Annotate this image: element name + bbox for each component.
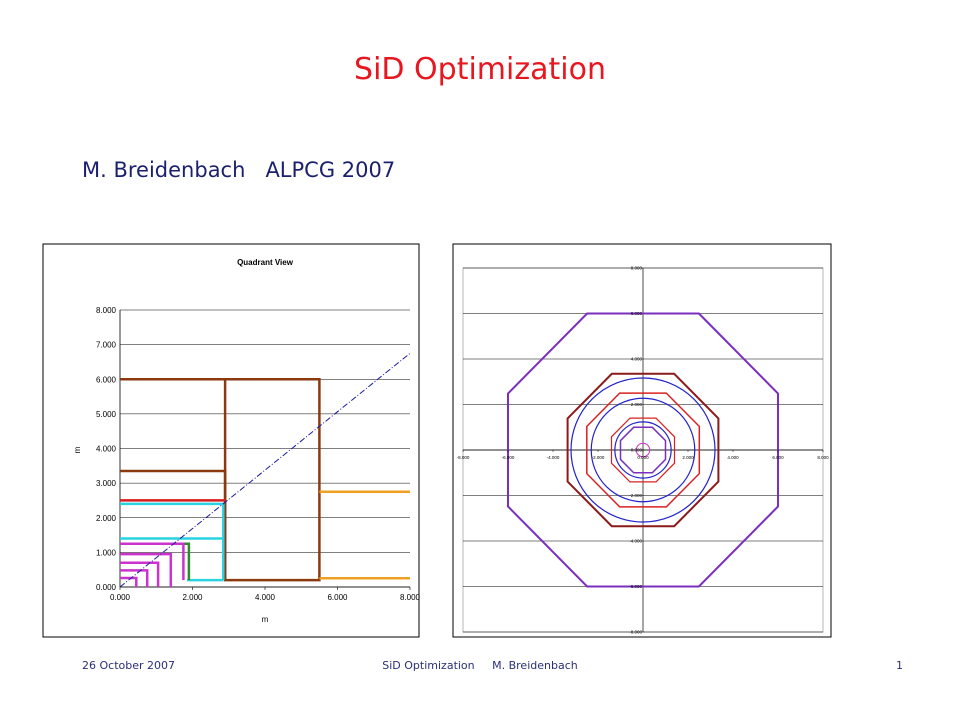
- quadrant-chart-frame: [42, 243, 420, 638]
- page-number: 1: [896, 659, 903, 672]
- x-tick-label: -2.000: [592, 455, 605, 460]
- series-line: [120, 569, 149, 587]
- octagon-shape: [507, 312, 779, 588]
- y-tick-label: 1.000: [96, 548, 117, 557]
- y-tick-label: 4.000: [96, 445, 117, 454]
- series-line: [120, 469, 227, 581]
- x-tick-label: -8.000: [457, 455, 470, 460]
- y-tick-label: 0.000: [96, 583, 117, 592]
- chart-title: Quadrant View: [237, 258, 294, 267]
- octagon-chart: -8.000 -6.000 -4.000 -2.000 0.000 2.000 4.000 6…: [457, 266, 830, 635]
- x-tick-label: 0.000: [637, 455, 649, 460]
- x-tick-label: 0.000: [110, 593, 131, 602]
- y-tick-label: -4.000: [629, 539, 642, 544]
- y-tick-label: 3.000: [96, 479, 117, 488]
- octagon-chart-frame: [452, 243, 832, 638]
- slide-subtitle: M. Breidenbach ALPCG 2007: [82, 158, 396, 182]
- y-tick-label: 4.000: [631, 357, 643, 362]
- y-tick-label: 2.000: [631, 402, 643, 407]
- series-line: [120, 561, 160, 587]
- y-tick-label: 6.000: [96, 375, 117, 384]
- octagon-shape: [619, 426, 667, 474]
- series-line: [119, 352, 411, 588]
- octagon-shape: [566, 372, 720, 528]
- slide-title: SiD Optimization: [354, 52, 606, 87]
- x-tick-label: 8.000: [400, 593, 421, 602]
- x-tick-label: 2.000: [182, 593, 203, 602]
- footer-date: 26 October 2007: [82, 659, 176, 672]
- y-tick-label: 7.000: [96, 341, 117, 350]
- y-tick-label: 6.000: [631, 311, 643, 316]
- y-tick-label: -6.000: [629, 584, 642, 589]
- y-tick-label: 8.000: [631, 266, 643, 271]
- circle-shape: [614, 421, 672, 479]
- x-tick-label: 6.000: [327, 593, 348, 602]
- series-line: [120, 542, 185, 581]
- x-tick-label: 2.000: [682, 455, 694, 460]
- x-tick-label: 4.000: [255, 593, 276, 602]
- series-line: [120, 552, 173, 587]
- footer-center: SiD Optimization M. Breidenbach: [382, 659, 578, 672]
- y-tick-label: 8.000: [96, 306, 117, 315]
- y-tick-label: -2.000: [629, 493, 642, 498]
- y-tick-label: 0.000: [631, 448, 643, 453]
- octagon-shape: [586, 392, 701, 508]
- y-tick-label: -8.000: [629, 630, 642, 635]
- circle-shape: [590, 397, 696, 503]
- x-tick-label: 4.000: [727, 455, 739, 460]
- x-tick-label: -6.000: [502, 455, 515, 460]
- x-axis-label: m: [262, 615, 269, 624]
- octagon-shape: [610, 417, 676, 483]
- quadrant-chart: 0.000 1.000 2.000 3.000 4.000 5.000 6.000 7.000…: [73, 258, 421, 624]
- y-tick-label: 5.000: [96, 410, 117, 419]
- series-line: [120, 576, 138, 587]
- x-tick-label: 8.000: [817, 455, 829, 460]
- circle-shape: [570, 377, 716, 523]
- x-tick-label: -4.000: [547, 455, 560, 460]
- circle-shape: [635, 442, 651, 458]
- y-tick-label: 2.000: [96, 514, 117, 523]
- x-tick-label: 6.000: [772, 455, 784, 460]
- y-axis-label: m: [73, 446, 82, 453]
